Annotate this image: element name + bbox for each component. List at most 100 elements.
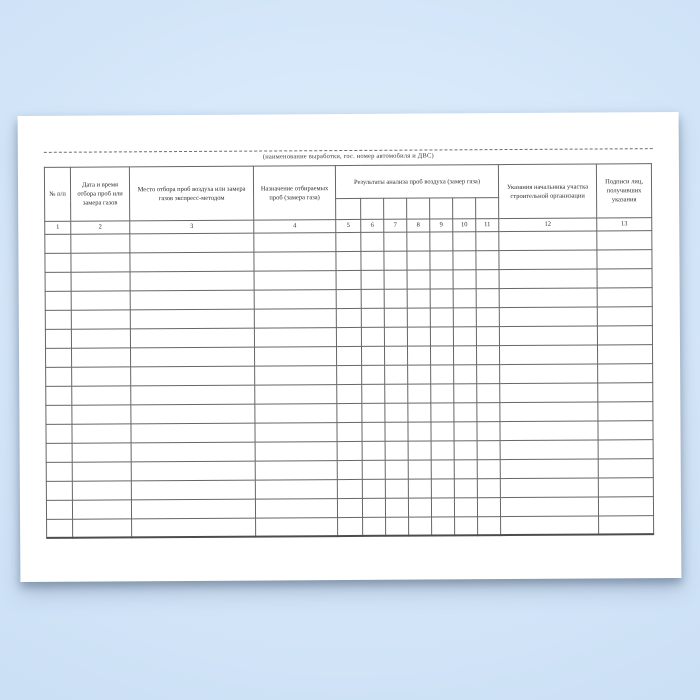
empty-cell (454, 516, 478, 536)
empty-cell (337, 497, 363, 518)
empty-cell (384, 288, 408, 308)
column-number-cell: 6 (360, 219, 384, 232)
empty-cell (430, 326, 454, 346)
empty-cell (475, 250, 500, 270)
col-header-results-group: Результаты анализа проб воздуха (замер г… (335, 165, 499, 200)
empty-cell (500, 496, 599, 517)
empty-cell (71, 328, 131, 348)
empty-cell (384, 269, 408, 289)
empty-cell (130, 270, 255, 291)
empty-cell (130, 384, 255, 405)
empty-cell (429, 231, 453, 251)
empty-cell (254, 403, 337, 423)
empty-cell (254, 327, 337, 347)
empty-cell (408, 459, 432, 479)
empty-cell (70, 252, 131, 272)
empty-cell (477, 478, 501, 498)
empty-cell (362, 516, 386, 536)
empty-cell (384, 383, 408, 403)
column-number-cell: 11 (475, 219, 499, 232)
empty-cell (431, 478, 455, 498)
empty-cell (131, 460, 256, 481)
empty-cell (71, 347, 131, 367)
empty-cell (476, 345, 500, 365)
empty-cell (131, 498, 256, 519)
empty-cell (361, 326, 385, 346)
column-number-cell: 7 (383, 219, 407, 232)
empty-cell (431, 516, 455, 536)
results-subcolumn-cell (383, 198, 407, 220)
empty-cell (254, 365, 337, 385)
empty-cell (407, 326, 431, 346)
empty-cell (255, 498, 338, 518)
empty-cell (46, 461, 73, 481)
empty-cell (254, 270, 337, 290)
col-header-place: Место отбора проб воздуха или замера газ… (129, 166, 254, 222)
results-subcolumn-cell (429, 198, 453, 220)
empty-cell (499, 325, 598, 346)
empty-cell (453, 364, 477, 384)
empty-cell (407, 402, 431, 422)
fill-line-caption: (наименование выработки, гос. номер авто… (262, 152, 434, 161)
empty-cell (597, 287, 653, 307)
empty-cell (407, 288, 431, 308)
empty-cell (499, 268, 598, 289)
empty-cell (475, 231, 499, 251)
empty-cell (408, 497, 432, 517)
empty-cell (254, 384, 337, 404)
empty-cell (430, 307, 454, 327)
empty-cell (453, 345, 477, 365)
empty-cell (430, 383, 454, 403)
empty-cell (44, 233, 71, 253)
empty-cell (476, 288, 500, 308)
empty-cell (453, 383, 477, 403)
empty-cell (384, 326, 408, 346)
empty-cell (499, 306, 598, 327)
empty-cell (385, 478, 409, 498)
empty-cell (335, 250, 362, 271)
empty-cell (383, 231, 407, 251)
empty-cell (130, 403, 255, 424)
empty-cell (454, 497, 478, 517)
empty-cell (336, 326, 362, 347)
empty-cell (361, 288, 385, 308)
empty-cell (597, 344, 653, 364)
empty-cell (453, 269, 477, 289)
empty-cell (71, 271, 131, 291)
empty-cell (476, 383, 500, 403)
column-number-cell: 13 (596, 218, 652, 231)
empty-cell (499, 287, 598, 308)
empty-cell (70, 233, 130, 253)
empty-cell (453, 288, 477, 308)
empty-cell (500, 515, 599, 536)
empty-cell (452, 250, 477, 270)
empty-cell (72, 461, 132, 481)
empty-cell (499, 363, 598, 384)
empty-cell (454, 478, 478, 498)
column-number-cell: 5 (335, 219, 361, 233)
empty-cell (598, 458, 654, 478)
empty-cell (336, 269, 362, 290)
empty-cell (598, 496, 654, 516)
empty-cell (499, 401, 598, 422)
empty-cell (362, 497, 386, 517)
empty-cell (361, 269, 385, 289)
empty-cell (598, 439, 654, 459)
empty-cell (362, 478, 386, 498)
empty-cell (453, 307, 477, 327)
empty-cell (430, 288, 454, 308)
col-header-instructions: Указания начальника участка строительной… (498, 164, 597, 220)
empty-cell (498, 230, 597, 251)
empty-cell (46, 442, 73, 462)
empty-cell (253, 232, 336, 252)
empty-cell (453, 421, 478, 441)
empty-cell (407, 421, 432, 441)
empty-cell (72, 442, 132, 462)
empty-cell (45, 309, 72, 329)
column-number-cell: 8 (406, 219, 430, 232)
empty-cell (408, 440, 432, 460)
paper-sheet: (наименование выработки, гос. номер авто… (17, 111, 682, 583)
empty-cell (72, 499, 132, 519)
empty-cell (361, 383, 385, 403)
